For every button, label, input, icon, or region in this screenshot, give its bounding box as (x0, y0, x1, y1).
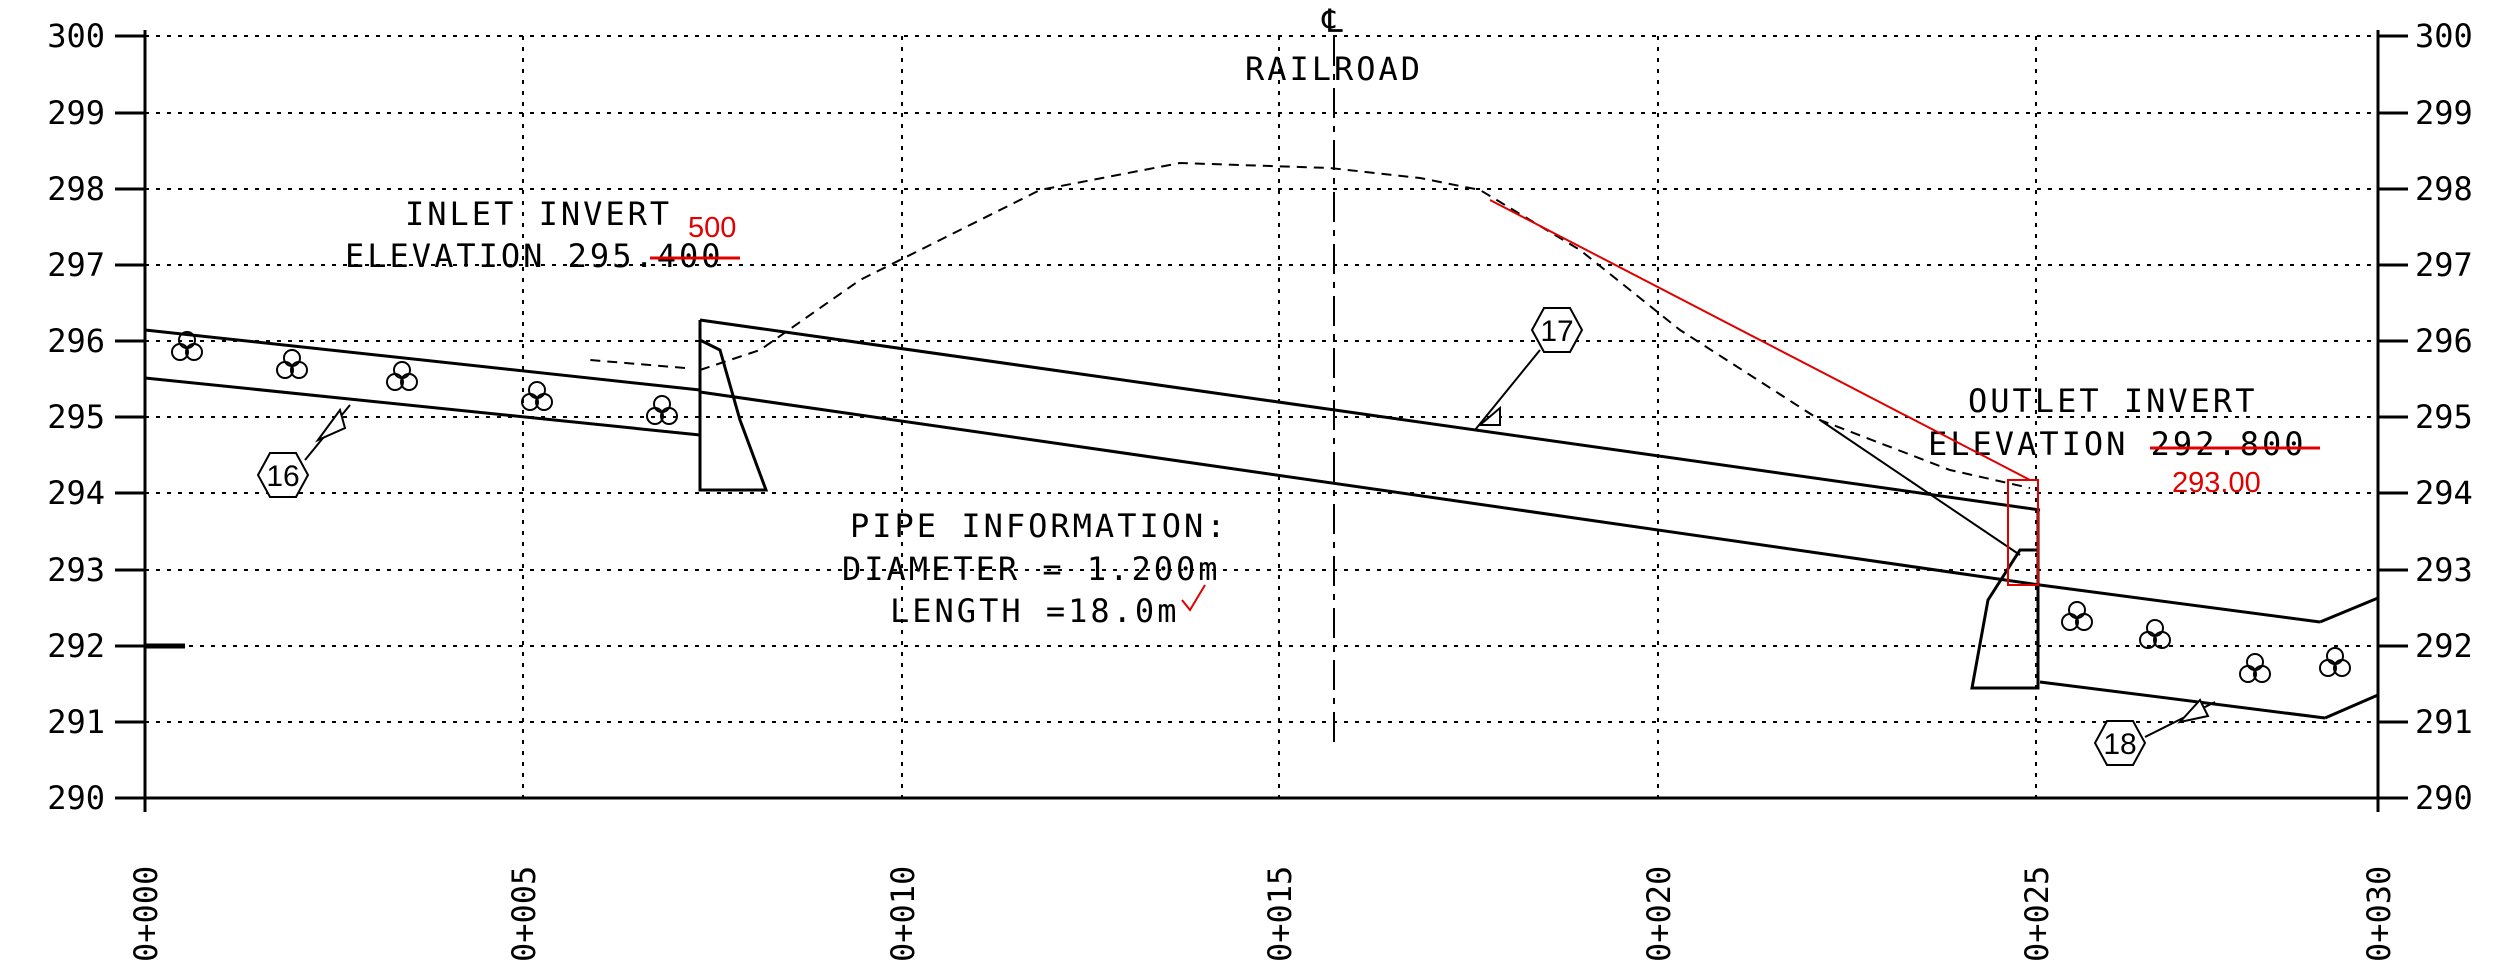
inlet-correction: 500 (688, 212, 736, 244)
y-label: 299 (47, 94, 105, 132)
outlet-headwall (1819, 419, 2040, 690)
y-label: 298 (2415, 170, 2473, 208)
callout-17: 17 (1474, 307, 1584, 431)
pipe-information: PIPE INFORMATION: DIAMETER = 1.200m LENG… (842, 507, 1229, 630)
centerline-symbol: ℄ (1321, 2, 1346, 40)
y-label: 293 (47, 551, 105, 589)
callout-18: 18 (2093, 698, 2216, 766)
callout-17-label: 17 (1540, 315, 1573, 348)
x-label: 0+000 (127, 866, 165, 962)
railroad-centerline: ℄ RAILROAD (1245, 2, 1423, 750)
outlet-line2: ELEVATION 292.800 (1928, 425, 2307, 463)
y-label: 294 (2415, 474, 2473, 512)
inlet-ground-line (589, 359, 686, 369)
inlet-line2: ELEVATION 295.400 (345, 237, 724, 275)
outlet-correction: 293.00 (2172, 467, 2261, 499)
y-label: 292 (2415, 627, 2473, 665)
inlet-headwall (698, 320, 769, 492)
y-label: 296 (2415, 322, 2473, 360)
axes-frame (143, 30, 2380, 812)
inlet-channel (144, 328, 701, 437)
y-label: 297 (47, 246, 105, 284)
outlet-invert-note: OUTLET INVERT ELEVATION 292.800 293.00 (1928, 382, 2320, 499)
y-label: 300 (47, 17, 105, 55)
y-label: 296 (47, 322, 105, 360)
callout-16: 16 (256, 404, 351, 498)
y-label: 291 (47, 703, 105, 741)
inlet-invert-note: INLET INVERT ELEVATION 295.400 500 (345, 195, 740, 275)
y-label: 292 (47, 627, 105, 665)
pipe-info-title: PIPE INFORMATION: (850, 507, 1229, 545)
callout-16-label: 16 (266, 460, 299, 493)
y-label: 295 (47, 398, 105, 436)
y-label: 290 (2415, 779, 2473, 817)
y-label: 299 (2415, 94, 2473, 132)
y-label: 290 (47, 779, 105, 817)
x-axis-labels: 0+000 0+005 0+010 0+015 0+020 0+025 0+03… (127, 866, 2398, 962)
y-axis-labels-left: 300 299 298 297 296 295 294 293 292 291 … (47, 17, 105, 817)
pipe-info-diameter: DIAMETER = 1.200m (842, 550, 1221, 588)
callout-18-label: 18 (2103, 728, 2136, 761)
y-label: 294 (47, 474, 105, 512)
pipe-info-length: LENGTH =18.0m (890, 592, 1179, 630)
x-label: 0+030 (2360, 866, 2398, 962)
y-tick-marks (115, 34, 2408, 800)
y-label: 297 (2415, 246, 2473, 284)
riprap-symbols (171, 331, 2351, 683)
x-label: 0+010 (884, 866, 922, 962)
y-label: 300 (2415, 17, 2473, 55)
railroad-label: RAILROAD (1245, 50, 1423, 88)
y-axis-labels-right: 300 299 298 297 296 295 294 293 292 291 … (2415, 17, 2473, 817)
redline-revision (1181, 199, 2039, 612)
outlet-line1: OUTLET INVERT (1968, 382, 2257, 420)
y-label: 295 (2415, 398, 2473, 436)
inlet-line1: INLET INVERT (405, 195, 672, 233)
outlet-channel (2039, 583, 2379, 720)
x-label: 0+015 (1261, 866, 1299, 962)
culvert-pipe (699, 318, 2041, 587)
x-label: 0+005 (505, 866, 543, 962)
y-label: 298 (47, 170, 105, 208)
y-label: 293 (2415, 551, 2473, 589)
x-label: 0+020 (1640, 866, 1678, 962)
embankment-profile (699, 161, 2031, 489)
x-label: 0+025 (2018, 866, 2056, 962)
y-label: 291 (2415, 703, 2473, 741)
